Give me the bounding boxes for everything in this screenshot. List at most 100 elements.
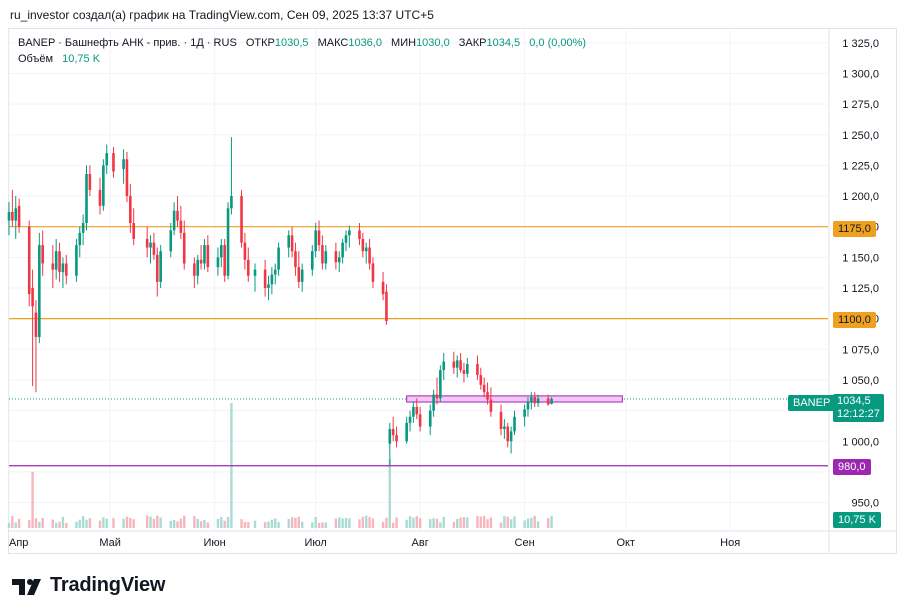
candle-body (476, 364, 479, 376)
volume-bar (98, 520, 102, 528)
volume-bar (365, 515, 368, 528)
candle-body (297, 267, 301, 282)
y-tick-label: 950,0 (851, 498, 879, 510)
volume-bar (462, 517, 466, 528)
volume-bar (220, 517, 223, 528)
volume-bar (456, 519, 459, 528)
x-tick-label: Ноя (720, 537, 740, 549)
volume-bar (385, 517, 388, 528)
volume-bar (506, 516, 509, 528)
volume-bar (418, 518, 422, 528)
candle-body (294, 251, 297, 268)
candle-body (273, 269, 277, 275)
volume-bar (263, 522, 267, 528)
candle-body (412, 406, 415, 417)
volume-bar (297, 516, 301, 528)
candle-body (344, 235, 348, 243)
legend-symbol[interactable]: BANEP · Башнефть АНК - прив. · 1Д · RUS (18, 37, 237, 49)
legend-row-volume: Объём 10,75 K (18, 51, 586, 67)
candle-body (509, 431, 513, 442)
volume-bar (338, 517, 341, 528)
tradingview-logo[interactable]: TradingView (12, 574, 165, 597)
candle-body (226, 208, 230, 276)
y-tick-label: 1 000,0 (842, 436, 879, 448)
candle-body (287, 235, 291, 248)
candle-body (182, 232, 186, 264)
volume-bar (314, 516, 317, 528)
volume-bar (122, 518, 125, 528)
volume-bar (348, 518, 351, 528)
y-tick-label: 1 075,0 (842, 344, 879, 356)
volume-bar (159, 517, 162, 528)
volume-bar (176, 521, 179, 528)
candle-body (230, 196, 233, 209)
candle-body (14, 208, 18, 221)
volume-bar (267, 521, 270, 528)
legend-volume-value: 10,75 K (62, 53, 101, 65)
volume-bar (368, 516, 371, 528)
candle-body (439, 370, 442, 399)
legend-open-value: 1030,5 (274, 37, 309, 49)
legend-low-label: МИН (391, 37, 417, 49)
candle-body (78, 232, 82, 246)
volume-bar (34, 518, 38, 528)
y-tick-label: 1 325,0 (842, 38, 879, 50)
level-tag-980[interactable]: 980,0 (833, 459, 871, 475)
volume-bar (439, 522, 442, 528)
candle-body (452, 361, 456, 368)
candle-body (300, 269, 304, 282)
volume-bar (341, 518, 344, 528)
volume-bar (435, 518, 439, 528)
volume-bar (412, 517, 415, 528)
volume-bar (482, 515, 486, 528)
volume-bar (112, 518, 115, 528)
volume-bar (17, 518, 21, 528)
candle-body (348, 230, 351, 236)
candle-body (112, 153, 115, 172)
candle-body (462, 370, 466, 374)
y-tick-label: 1 300,0 (842, 68, 879, 80)
volume-bar (169, 520, 172, 528)
candle-body (54, 251, 58, 270)
volume-bar (536, 521, 540, 528)
candle-body (381, 281, 385, 295)
volume-bar (344, 517, 348, 528)
volume-bar (223, 520, 226, 528)
level-tag-1100[interactable]: 1100,0 (833, 312, 876, 328)
candle-body (216, 257, 220, 268)
candle-layer (7, 137, 553, 466)
candle-body (51, 263, 55, 270)
candle-body (17, 205, 21, 227)
volume-bar (408, 516, 412, 528)
volume-bar (277, 522, 280, 528)
x-tick-label: Апр (9, 537, 28, 549)
y-tick-label: 1 150,0 (842, 252, 879, 264)
candle-body (81, 223, 85, 233)
volume-bar (85, 519, 88, 528)
volume-bar (78, 519, 81, 528)
grid-layer (8, 30, 828, 530)
axis-layer: 1 325,0 1 300,0 1 275,0 1 250,0 1 225,0 1 200… (9, 29, 896, 553)
volume-bar (499, 522, 503, 528)
level-tag-1175[interactable]: 1175,0 (833, 221, 876, 237)
volume-bar (152, 518, 156, 528)
candle-body (536, 398, 540, 404)
candle-body (7, 211, 11, 221)
y-tick-label: 1 125,0 (842, 283, 879, 295)
x-tick-label: Авг (412, 537, 429, 549)
volume-bar (61, 516, 65, 528)
candle-body (145, 238, 149, 248)
candle-body (459, 360, 462, 371)
legend-row-ohlc: BANEP · Башнефть АНК - прив. · 1Д · RUS … (18, 35, 586, 51)
volume-bar (489, 517, 493, 528)
legend-close-value: 1034,5 (486, 37, 521, 49)
candle-body (27, 226, 31, 295)
candle-body (61, 263, 65, 273)
volume-bar (290, 517, 294, 528)
volume-bar (54, 522, 58, 528)
candle-body (388, 428, 392, 444)
volume-bar (509, 519, 513, 528)
candle-body (314, 230, 317, 252)
symbol-tag: BANEP (788, 395, 836, 411)
